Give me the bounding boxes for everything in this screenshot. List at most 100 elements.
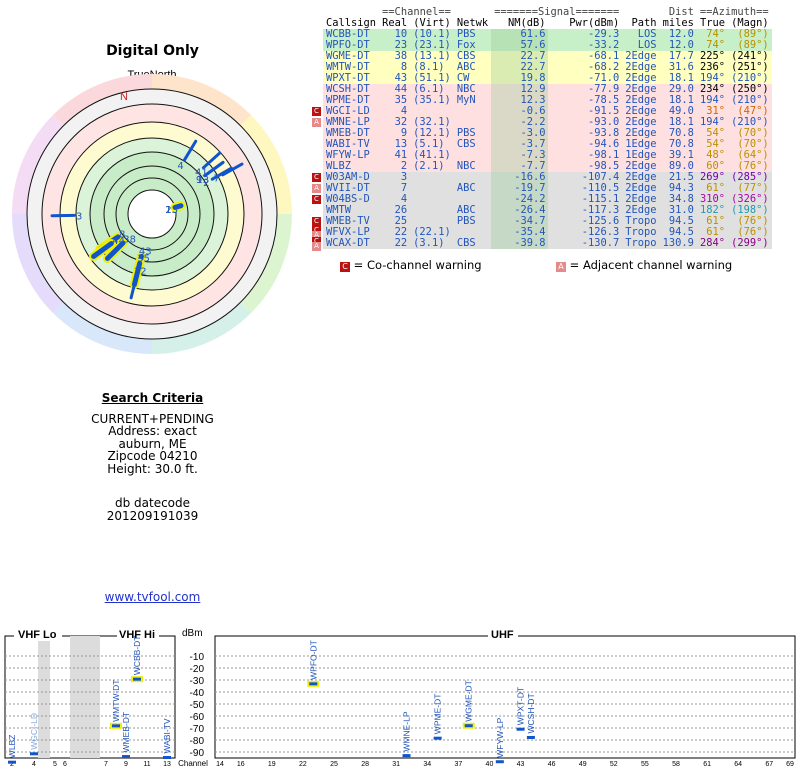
- station-row[interactable]: WMNE-LP 32 (32.1) -2.2 -93.0 2Edge 18.1 194° (21…: [323, 117, 772, 128]
- signal-callsign-label: WGME-DT: [464, 680, 474, 722]
- station-row[interactable]: WPXT-DT 43 (51.1) CW 19.8 -71.0 2Edge 18.1 194° (…: [323, 73, 772, 84]
- station-row[interactable]: WGCI-LD 4 -0.6 -91.5 2Edge 49.0 31° (47°): [323, 106, 772, 117]
- azimuth-true-cell: 61°: [706, 215, 725, 227]
- station-row[interactable]: WVII-DT 7 ABC -19.7 -110.5 2Edge 94.3 61° (77°): [323, 183, 772, 194]
- real-channel-cell: 26: [394, 204, 408, 216]
- station-row[interactable]: WGME-DT 38 (13.1) CBS 22.7 -68.1 2Edge 17.7 225°…: [323, 51, 772, 62]
- signal-marker[interactable]: [516, 727, 525, 731]
- virtual-channel-cell: (51.1): [413, 72, 451, 84]
- azimuth-true-cell: 61°: [706, 182, 725, 194]
- col-magn: (Magn): [731, 17, 769, 29]
- virtual-channel-cell: (3.1): [413, 237, 445, 249]
- station-row[interactable]: WMEB-TV 25 PBS -34.7 -125.6 Tropo 94.5 61° (76°): [323, 216, 772, 227]
- nm-cell: 22.7: [491, 62, 549, 73]
- channel-tick: 58: [672, 761, 680, 768]
- azimuth-magn-cell: (241°): [731, 50, 769, 62]
- station-row[interactable]: WFVX-LP 22 (22.1) -35.4 -126.3 Tropo 94.5 61° (7…: [323, 227, 772, 238]
- adjacent-channel-icon: A: [556, 262, 566, 272]
- station-bearing-bar[interactable]: [172, 203, 184, 210]
- azimuth-true-cell: 74°: [706, 39, 725, 51]
- virtual-channel-cell: (13.1): [413, 50, 451, 62]
- distance-cell: 49.0: [668, 105, 694, 117]
- signal-marker[interactable]: [402, 754, 411, 758]
- network-cell: CW: [456, 72, 470, 84]
- adjacent-channel-warning-icon: A: [312, 231, 321, 240]
- network-cell: Fox: [456, 39, 476, 51]
- station-row[interactable]: WLBZ 2 (2.1) NBC -7.7 -98.5 2Edge 89.0 60° (76°): [323, 161, 772, 172]
- signal-marker[interactable]: [309, 682, 318, 686]
- search-city: auburn, ME: [118, 436, 187, 451]
- station-row[interactable]: WPFO-DT 23 (23.1) Fox 57.6 -33.2 LOS 12.0 74° (89…: [323, 40, 772, 51]
- station-row[interactable]: W03AM-D 3 -16.6 -107.4 2Edge 21.5 269° (285°): [323, 172, 772, 183]
- virtual-channel-cell: [410, 183, 454, 194]
- signal-marker[interactable]: [133, 677, 141, 681]
- path-cell: 2Edge: [625, 83, 657, 95]
- signal-marker[interactable]: [112, 724, 120, 728]
- real-channel-cell: 41: [394, 149, 408, 161]
- signal-callsign-label: WPME-DT: [433, 694, 443, 735]
- azimuth-true-cell: 284°: [699, 237, 725, 249]
- station-bearing-bar[interactable]: [203, 160, 225, 177]
- azimuth-magn-cell: (77°): [737, 182, 769, 194]
- station-row[interactable]: WCAX-DT 22 (3.1) CBS -39.8 -130.7 Tropo 130.9 28…: [323, 238, 772, 249]
- virtual-channel-cell: (5.1): [413, 138, 445, 150]
- signal-marker[interactable]: [495, 760, 504, 764]
- path-cell: 2Edge: [625, 127, 657, 139]
- uhf-label: UHF: [491, 629, 514, 641]
- network-cell: PBS: [456, 127, 476, 139]
- channel-tick: 34: [423, 761, 431, 768]
- station-row[interactable]: WABI-TV 13 (5.1) CBS -3.7 -94.6 1Edge 70.8 54° (7…: [323, 139, 772, 150]
- callsign-cell: W04BS-D: [326, 193, 370, 205]
- network-cell: ABC: [456, 182, 476, 194]
- signal-marker[interactable]: [464, 724, 473, 728]
- distance-cell: 94.3: [668, 182, 694, 194]
- col-real: Real: [382, 17, 408, 29]
- distance-cell: 70.8: [668, 138, 694, 150]
- virtual-channel-cell: [410, 194, 454, 205]
- azimuth-true-cell: 225°: [699, 50, 725, 62]
- station-row[interactable]: W04BS-D 4 -24.2 -115.1 2Edge 34.8 310° (326°): [323, 194, 772, 205]
- azimuth-magn-cell: (198°): [731, 204, 769, 216]
- station-bearing-bar[interactable]: [129, 275, 138, 300]
- co-channel-warning-icon: C: [312, 237, 321, 246]
- signal-marker[interactable]: [30, 752, 38, 756]
- distance-cell: 29.0: [668, 83, 694, 95]
- station-bearing-bar[interactable]: [201, 151, 222, 170]
- signal-marker[interactable]: [8, 760, 16, 764]
- station-row[interactable]: WCBB-DT 10 (10.1) PBS 61.6 -29.3 LOS 12.0 74° (89…: [323, 29, 772, 40]
- station-row[interactable]: WPME-DT 35 (35.1) MyN 12.3 -78.5 2Edge 18.1 194°…: [323, 95, 772, 106]
- station-bearing-bar[interactable]: [182, 139, 198, 162]
- col-netwk: Netwk: [456, 17, 489, 29]
- distance-cell: 18.1: [668, 94, 694, 106]
- station-bearing-bar[interactable]: [104, 240, 126, 262]
- path-cell: Tropo: [625, 226, 657, 238]
- station-row[interactable]: WMTW-DT 8 (8.1) ABC 22.7 -68.2 2Edge 31.6 236° (2…: [323, 62, 772, 73]
- station-row[interactable]: WMEB-DT 9 (12.1) PBS -3.0 -93.8 2Edge 70.8 54° (7…: [323, 128, 772, 139]
- bearing-channel-label: 41: [195, 168, 208, 179]
- tvfool-link[interactable]: www.tvfool.com: [104, 590, 201, 604]
- channel-tick: 64: [734, 761, 742, 768]
- vhf-hi-label: VHF Hi: [119, 629, 155, 641]
- station-row[interactable]: WCSH-DT 44 (6.1) NBC 12.9 -77.9 2Edge 29.0 234° (…: [323, 84, 772, 95]
- channel-tick: 19: [268, 761, 276, 768]
- table-group-header: ==Channel== =======Signal======= Dist ==…: [323, 7, 772, 18]
- station-bearing-bar[interactable]: [221, 162, 244, 177]
- signal-marker[interactable]: [526, 735, 535, 739]
- signal-marker[interactable]: [122, 755, 130, 759]
- virtual-channel-cell: (22.1): [413, 226, 451, 238]
- real-channel-cell: 44: [394, 83, 408, 95]
- station-row[interactable]: WMTW 26 ABC -26.4 -117.3 2Edge 31.0 182° (198°): [323, 205, 772, 216]
- station-row[interactable]: WFYW-LP 41 (41.1) -7.3 -98.1 1Edge 39.1 48° (64°…: [323, 150, 772, 161]
- nm-cell: -26.4: [491, 205, 549, 216]
- network-cell: MyN: [456, 94, 476, 106]
- power-cell: -110.5: [581, 182, 620, 194]
- callsign-cell: WPXT-DT: [326, 72, 370, 84]
- station-bearing-bar[interactable]: [91, 241, 114, 259]
- signal-marker[interactable]: [433, 736, 442, 740]
- distance-cell: 12.0: [668, 28, 694, 40]
- signal-marker[interactable]: [163, 756, 171, 760]
- signal-callsign-label: WLBZ: [7, 735, 17, 759]
- group-channel: ==Channel==: [382, 6, 451, 18]
- real-channel-cell: 22: [394, 226, 408, 238]
- search-mode: CURRENT+PENDING: [91, 411, 214, 426]
